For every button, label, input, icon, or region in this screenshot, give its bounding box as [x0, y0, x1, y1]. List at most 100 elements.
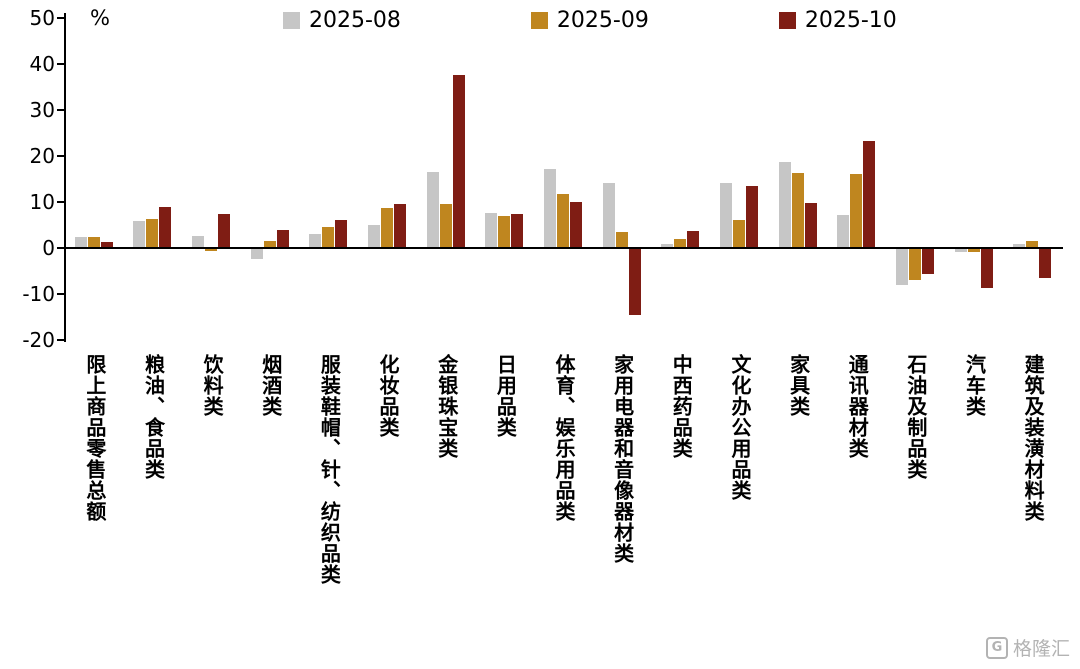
y-axis-tick-mark [57, 247, 65, 249]
watermark-logo-icon: G [985, 636, 1008, 659]
bar-2025-10-category-4 [335, 219, 348, 248]
bar-2025-09-category-6 [439, 203, 452, 248]
y-axis-line [64, 13, 66, 342]
x-axis-category-label: 化妆品类 [376, 354, 401, 438]
bar-2025-08-category-15 [954, 248, 967, 252]
x-axis-category-label: 金银珠宝类 [434, 354, 459, 459]
y-axis-tick-label: 50 [29, 6, 55, 30]
y-axis-tick-mark [57, 155, 65, 157]
y-axis-tick-mark [57, 63, 65, 65]
bar-2025-09-category-12 [791, 173, 804, 248]
bar-2025-08-category-1 [133, 221, 146, 248]
bar-2025-08-category-10 [661, 243, 674, 248]
x-axis-category-label: 服装鞋帽、针、纺织品类 [317, 354, 342, 585]
legend-label: 2025-08 [309, 8, 401, 33]
bar-2025-09-category-15 [967, 248, 980, 253]
bar-2025-10-category-11 [745, 186, 758, 248]
bar-2025-09-category-3 [263, 240, 276, 248]
bar-2025-10-category-13 [863, 141, 876, 248]
bar-2025-09-category-0 [87, 236, 100, 248]
bar-2025-10-category-1 [159, 206, 172, 248]
y-axis-tick-mark [57, 17, 65, 19]
legend-item-2025-09: 2025-09 [530, 8, 649, 33]
bar-2025-10-category-5 [394, 203, 407, 248]
bar-2025-09-category-13 [850, 173, 863, 248]
x-axis-category-label: 日用品类 [493, 354, 518, 438]
chart-legend: 2025-08 2025-09 2025-10 [283, 8, 897, 33]
bar-2025-08-category-11 [719, 182, 732, 248]
bar-2025-09-category-1 [146, 219, 159, 248]
x-axis-category-label: 中西药品类 [669, 354, 694, 459]
watermark: G 格隆汇 [985, 634, 1070, 661]
y-axis-tick-label: -10 [22, 282, 55, 306]
y-axis-tick-label: 30 [29, 98, 55, 122]
y-axis-tick-mark [57, 109, 65, 111]
x-axis-category-label: 烟酒类 [258, 354, 283, 417]
bar-2025-10-category-10 [687, 230, 700, 248]
bar-2025-08-category-13 [837, 214, 850, 248]
x-axis-category-label: 限上商品零售总额 [82, 354, 107, 522]
bar-2025-08-category-12 [778, 162, 791, 248]
bar-2025-10-category-7 [511, 213, 524, 248]
bar-2025-10-category-14 [921, 248, 934, 274]
x-axis-category-label: 汽车类 [962, 354, 987, 417]
bar-2025-08-category-14 [895, 248, 908, 286]
bar-2025-10-category-3 [276, 229, 289, 248]
y-axis-tick-label: 10 [29, 190, 55, 214]
bar-2025-09-category-2 [205, 248, 218, 252]
x-axis-category-label: 饮料类 [200, 354, 225, 417]
bar-2025-08-category-2 [192, 236, 205, 248]
bar-2025-09-category-16 [1026, 240, 1039, 248]
bar-2025-08-category-8 [544, 169, 556, 248]
legend-swatch-icon [778, 12, 796, 29]
x-axis-category-label: 粮油、食品类 [141, 354, 166, 480]
y-axis-tick-mark [57, 201, 65, 203]
x-axis-category-label: 建筑及装潢材料类 [1021, 354, 1046, 522]
x-axis-category-label: 家具类 [786, 354, 811, 417]
bar-2025-09-category-14 [908, 248, 921, 281]
y-axis-tick-label: 0 [42, 236, 55, 260]
y-axis-tick-mark [57, 339, 65, 341]
legend-swatch-icon [283, 12, 300, 29]
x-axis-category-label: 石油及制品类 [903, 354, 928, 480]
x-axis-category-label: 家用电器和音像器材类 [610, 354, 635, 564]
bar-2025-09-category-9 [615, 231, 628, 248]
bar-2025-09-category-4 [322, 226, 335, 248]
bar-2025-08-category-0 [74, 236, 87, 248]
y-axis-tick-label: 20 [29, 144, 55, 168]
bar-2025-09-category-5 [381, 207, 394, 248]
y-axis-tick-label: 40 [29, 52, 55, 76]
bar-2025-10-category-8 [570, 201, 582, 248]
legend-item-2025-08: 2025-08 [283, 8, 401, 33]
legend-swatch-icon [530, 12, 548, 29]
bar-2025-08-category-4 [309, 233, 322, 248]
bar-2025-08-category-16 [1013, 243, 1026, 248]
bar-2025-10-category-15 [980, 248, 993, 288]
bar-2025-10-category-6 [452, 75, 465, 248]
bar-2025-08-category-7 [485, 213, 498, 248]
zero-baseline [64, 247, 1063, 249]
bar-2025-08-category-3 [250, 248, 263, 259]
y-axis-tick-label: -20 [22, 328, 55, 352]
bar-2025-10-category-12 [804, 203, 817, 248]
y-axis-tick-mark [57, 293, 65, 295]
bar-2025-10-category-2 [218, 214, 231, 248]
bar-2025-10-category-16 [1039, 248, 1052, 279]
x-axis-category-label: 体育、娱乐用品类 [552, 354, 576, 522]
legend-label: 2025-10 [804, 8, 897, 33]
bar-2025-08-category-6 [426, 171, 439, 248]
y-axis-unit-label: % [90, 6, 110, 30]
bar-2025-09-category-8 [557, 194, 569, 248]
bar-2025-08-category-9 [602, 182, 615, 248]
bar-2025-08-category-5 [368, 224, 381, 248]
x-axis-category-label: 文化办公用品类 [727, 354, 752, 501]
bar-2025-09-category-11 [732, 219, 745, 248]
x-axis-category-label: 通讯器材类 [845, 354, 870, 459]
legend-label: 2025-09 [556, 8, 649, 33]
watermark-text: 格隆汇 [1012, 638, 1070, 660]
bar-2025-09-category-10 [674, 238, 687, 248]
bar-2025-10-category-0 [100, 242, 113, 248]
bar-2025-09-category-7 [498, 215, 511, 248]
bar-2025-10-category-9 [628, 248, 641, 316]
